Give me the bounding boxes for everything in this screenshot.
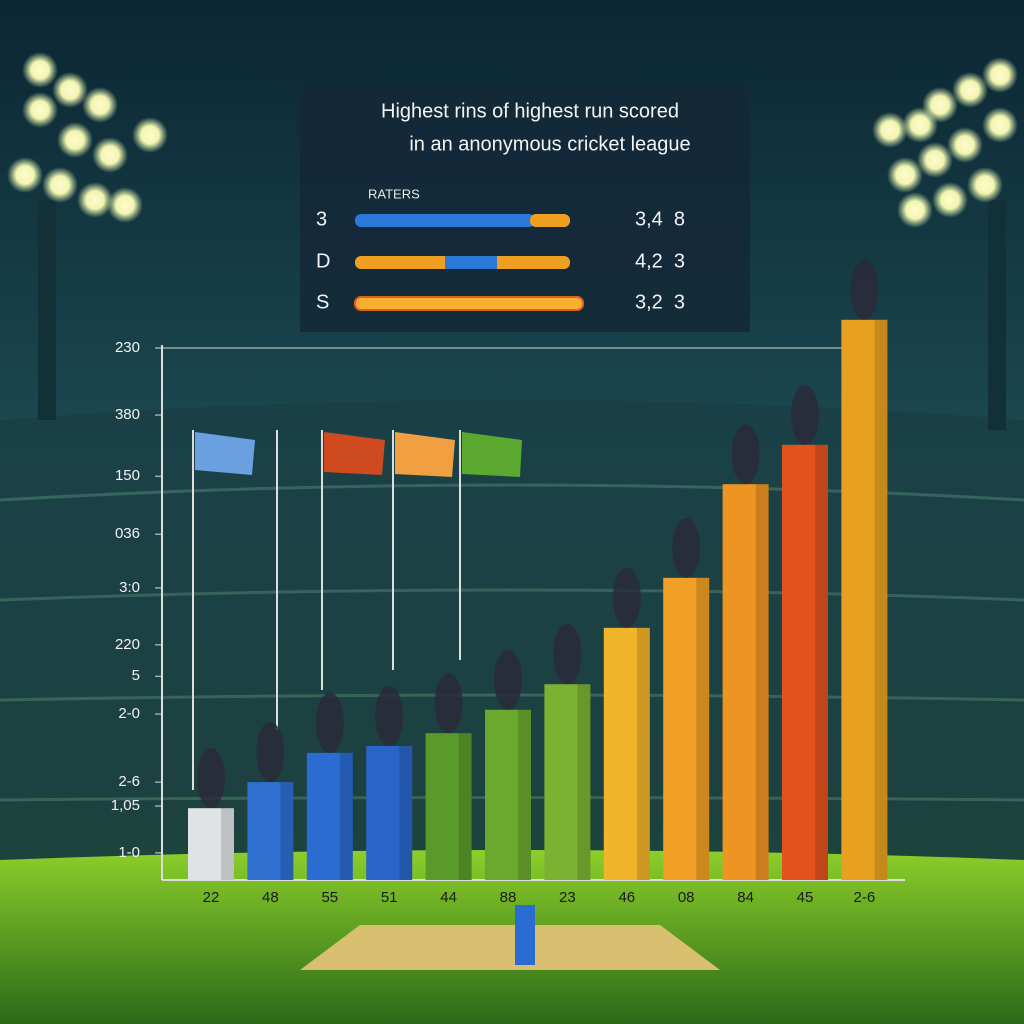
bar-shade [755,484,769,880]
y-tick-label: 2-6 [118,773,140,790]
y-tick-label: 3:0 [119,579,140,596]
x-tick-label: 51 [381,889,398,906]
legend-label: S [316,291,329,313]
player-figure [434,673,463,734]
player-figure [375,685,404,746]
bar [603,627,650,880]
x-tick-label: 88 [500,889,517,906]
bar [722,484,769,880]
bar-shade [221,808,234,880]
y-tick-label: 220 [115,636,140,653]
player-figure [672,517,701,578]
y-tick-label: 1-0 [118,844,140,861]
bar [247,782,294,880]
bar-shade [636,627,650,880]
floodlight-right [872,57,1018,430]
chart-title: Highest rins of highest run scored [381,100,679,122]
player-figure [791,384,819,445]
bar [306,752,353,880]
flags [192,430,522,790]
floodlight-left [7,52,168,420]
x-tick-label: 46 [618,889,635,906]
legend-rows: 3 3,4 8 D 4,2 3 S 3,2 3 [316,208,685,313]
x-tick-label: 84 [737,889,754,906]
x-tick-label: 2-6 [854,889,876,906]
bar [425,733,472,880]
bar-shade [696,577,710,880]
legend-box [300,85,750,332]
bar [841,319,888,881]
y-tick-label: 036 [115,525,140,542]
bar-shade [458,733,472,880]
y-tick-label: 150 [115,467,140,484]
legend-value: 4,2 3 [635,250,685,272]
x-tick-label: 48 [262,889,279,906]
x-tick-label: 08 [678,889,695,906]
player-figure [256,722,285,783]
bar [188,808,234,880]
player-figure [850,259,879,320]
y-tick-label: 5 [132,667,140,684]
player-figure [612,567,641,628]
y-tick-label: 1,05 [111,797,140,814]
legend-label: 3 [316,208,327,230]
legend-label: D [316,250,330,272]
legend-value: 3,4 8 [635,208,685,230]
bar-shade [399,745,413,880]
y-tick-label: 2-0 [118,705,140,722]
legend-swatches [354,214,584,311]
bar-shade [280,782,294,880]
bar [663,577,710,880]
legend-value: 3,2 3 [635,291,685,313]
y-tick-label: 380 [115,406,140,423]
bar-shade [874,319,888,881]
x-tick-label: 44 [440,889,457,906]
player-figure [197,748,225,809]
bar-shade [577,684,591,880]
bar [544,684,591,880]
bar [366,745,413,880]
bar-shade [815,444,828,880]
bar-shade [339,752,353,880]
y-tick-label: 230 [115,339,140,356]
x-tick-label: 45 [797,889,814,906]
pitch [300,925,720,970]
player-figure [731,424,760,485]
chart-title: in an anonymous cricket league [409,133,690,155]
x-tick-label: 55 [321,889,338,906]
player-figure [315,692,344,753]
bar [782,444,828,880]
bar-shade [518,709,531,880]
player-figure [494,649,522,710]
bar [485,709,531,880]
legend-title: RATERS [368,186,420,201]
stumps [515,905,535,965]
x-tick-label: 23 [559,889,576,906]
player-figure [553,624,582,685]
x-tick-label: 22 [203,889,220,906]
